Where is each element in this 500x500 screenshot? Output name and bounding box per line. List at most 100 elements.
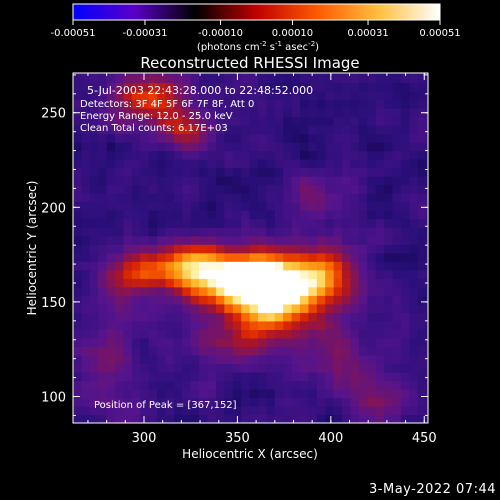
heatmap-cell bbox=[274, 312, 284, 322]
heatmap-cell bbox=[300, 380, 310, 390]
heatmap-cell bbox=[190, 150, 200, 160]
heatmap-cell bbox=[409, 73, 419, 75]
heatmap-cell bbox=[392, 73, 402, 84]
heatmap-cell bbox=[266, 90, 276, 101]
heatmap-cell bbox=[232, 176, 242, 186]
heatmap-cell bbox=[435, 82, 444, 91]
heatmap-cell bbox=[325, 90, 335, 101]
heatmap-cell bbox=[283, 252, 293, 262]
heatmap-cell bbox=[199, 227, 209, 237]
heatmap-cell bbox=[131, 303, 141, 313]
heatmap-cell bbox=[417, 218, 427, 228]
heatmap-cell bbox=[173, 261, 183, 271]
heatmap-cell bbox=[215, 303, 225, 313]
heatmap-cell bbox=[115, 405, 125, 416]
heatmap-cell bbox=[266, 116, 276, 126]
heatmap-cell bbox=[241, 108, 251, 118]
heatmap-cell bbox=[199, 159, 209, 169]
heatmap-cell bbox=[435, 312, 444, 321]
heatmap-cell bbox=[291, 73, 301, 75]
heatmap-cell bbox=[417, 73, 427, 75]
heatmap-cell bbox=[325, 397, 335, 407]
y-tick-label: 100 bbox=[41, 391, 66, 406]
heatmap-cell bbox=[140, 380, 150, 390]
heatmap-cell bbox=[392, 116, 402, 126]
heatmap-cell bbox=[409, 210, 419, 220]
heatmap-cell bbox=[89, 269, 99, 279]
heatmap-cell bbox=[106, 269, 116, 279]
heatmap-cell bbox=[73, 363, 83, 373]
heatmap-cell bbox=[232, 286, 242, 296]
heatmap-cell bbox=[81, 150, 91, 160]
heatmap-cell bbox=[199, 218, 209, 228]
heatmap-cell bbox=[232, 133, 242, 143]
heatmap-cell bbox=[350, 218, 360, 228]
heatmap-cell bbox=[384, 252, 394, 262]
heatmap-cell bbox=[207, 371, 217, 382]
heatmap-cell bbox=[291, 380, 301, 390]
heatmap-cell bbox=[182, 73, 192, 75]
heatmap-cell bbox=[215, 278, 225, 288]
heatmap-cell bbox=[426, 167, 428, 177]
heatmap-cell bbox=[417, 99, 427, 109]
heatmap-cell bbox=[249, 286, 259, 296]
heatmap-cell bbox=[249, 218, 259, 228]
heatmap-cell bbox=[392, 363, 402, 373]
heatmap-cell bbox=[291, 90, 301, 101]
heatmap-cell bbox=[173, 303, 183, 313]
heatmap-cell bbox=[435, 270, 444, 279]
heatmap-cell bbox=[417, 201, 427, 211]
heatmap-cell bbox=[308, 320, 318, 330]
heatmap-cell bbox=[300, 142, 310, 152]
colorbar-units: (photons cm-2 s-1 asec-2) bbox=[197, 40, 319, 53]
heatmap-cell bbox=[384, 176, 394, 186]
heatmap-cell bbox=[375, 167, 385, 177]
heatmap-cell bbox=[81, 184, 91, 194]
heatmap-cell bbox=[392, 142, 402, 152]
heatmap-cell bbox=[81, 90, 91, 101]
heatmap-cell bbox=[417, 354, 427, 364]
heatmap-cell bbox=[131, 73, 141, 84]
heatmap-cell bbox=[350, 159, 360, 169]
heatmap-cell bbox=[417, 380, 427, 390]
heatmap-cell bbox=[384, 133, 394, 143]
heatmap-cell bbox=[73, 167, 83, 177]
heatmap-cell bbox=[241, 371, 251, 382]
heatmap-cell bbox=[342, 125, 352, 135]
heatmap-cell bbox=[73, 346, 83, 356]
heatmap-cell bbox=[165, 90, 175, 101]
heatmap-cell bbox=[300, 73, 310, 84]
heatmap-cell bbox=[392, 235, 402, 245]
heatmap-cell bbox=[148, 184, 158, 194]
heatmap-cell bbox=[400, 405, 410, 416]
heatmap-cell bbox=[342, 108, 352, 118]
heatmap-cell bbox=[157, 201, 167, 211]
heatmap-cell bbox=[358, 116, 368, 126]
heatmap-cell bbox=[392, 227, 402, 237]
heatmap-cell bbox=[426, 159, 428, 169]
heatmap-cell bbox=[241, 184, 251, 194]
heatmap-cell bbox=[283, 269, 293, 279]
heatmap-cell bbox=[148, 133, 158, 143]
heatmap-cell bbox=[131, 201, 141, 211]
heatmap-cell bbox=[257, 176, 267, 186]
heatmap-cell bbox=[81, 159, 91, 169]
heatmap-cell bbox=[325, 159, 335, 169]
heatmap-cell bbox=[435, 65, 444, 74]
heatmap-cell bbox=[350, 235, 360, 245]
heatmap-cell bbox=[115, 108, 125, 118]
heatmap-cell bbox=[274, 235, 284, 245]
heatmap-cell bbox=[333, 184, 343, 194]
heatmap-cell bbox=[106, 320, 116, 330]
heatmap-cell bbox=[257, 303, 267, 313]
heatmap-cell bbox=[190, 227, 200, 237]
heatmap-cell bbox=[182, 337, 192, 347]
heatmap-cell bbox=[257, 252, 267, 262]
heatmap-cell bbox=[283, 244, 293, 254]
heatmap-cell bbox=[81, 125, 91, 135]
heatmap-cell bbox=[232, 244, 242, 254]
heatmap-cell bbox=[308, 286, 318, 296]
heatmap-cell bbox=[342, 99, 352, 109]
heatmap-cell bbox=[165, 397, 175, 407]
heatmap-cell bbox=[283, 210, 293, 220]
